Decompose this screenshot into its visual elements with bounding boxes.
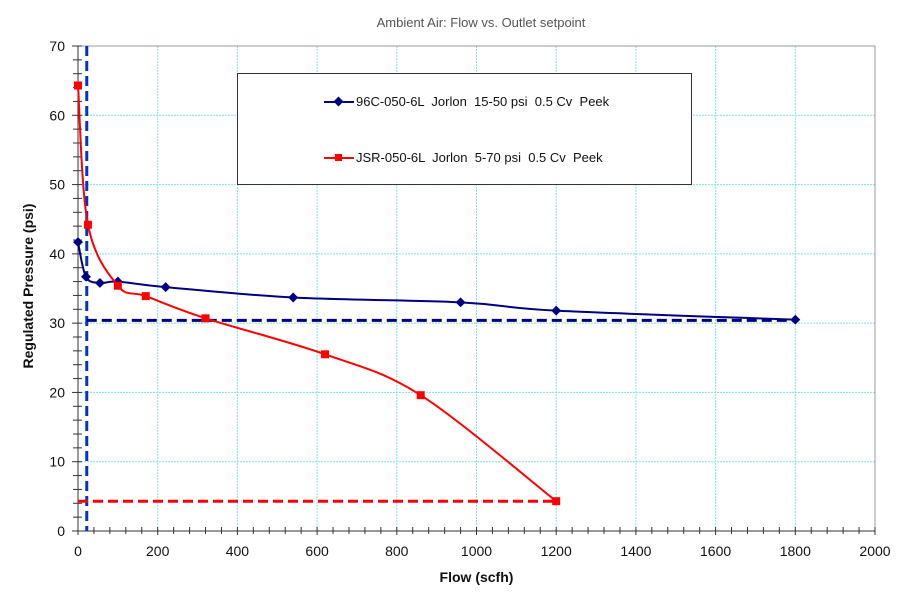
chart-title: Ambient Air: Flow vs. Outlet setpoint [376, 15, 586, 30]
x-axis-label: Flow (scfh) [439, 569, 514, 585]
legend-item-96c: 96C-050-6L Jorlon 15-50 psi 0.5 Cv Peek [324, 94, 609, 109]
y-axis-label: Regulated Pressure (psi) [20, 203, 36, 369]
svg-text:0: 0 [74, 543, 82, 559]
svg-text:1600: 1600 [700, 543, 731, 559]
svg-text:1000: 1000 [461, 543, 492, 559]
svg-text:60: 60 [49, 107, 65, 123]
svg-text:50: 50 [49, 177, 65, 193]
legend-swatch-line [324, 96, 354, 106]
reference-lines [78, 46, 796, 531]
axes: 0 200 400 600 800 1000 1200 1400 1600 1800 2000 0 10… [49, 38, 890, 559]
grid-lines [78, 46, 875, 531]
svg-text:40: 40 [49, 246, 65, 262]
svg-text:2000: 2000 [859, 543, 890, 559]
svg-text:0: 0 [57, 523, 65, 539]
legend: 96C-050-6L Jorlon 15-50 psi 0.5 Cv Peek … [237, 73, 692, 185]
svg-text:400: 400 [226, 543, 250, 559]
legend-swatch-line [324, 153, 354, 161]
svg-text:70: 70 [49, 38, 65, 54]
svg-text:1800: 1800 [780, 543, 811, 559]
data-series [73, 81, 801, 506]
legend-label: JSR-050-6L Jorlon 5-70 psi 0.5 Cv Peek [356, 150, 603, 165]
svg-text:200: 200 [146, 543, 170, 559]
legend-label: 96C-050-6L Jorlon 15-50 psi 0.5 Cv Peek [356, 94, 610, 109]
diamond-marker-icon [333, 96, 344, 106]
svg-text:600: 600 [305, 543, 329, 559]
square-marker-icon [335, 153, 342, 161]
svg-text:1400: 1400 [620, 543, 651, 559]
svg-text:30: 30 [49, 315, 65, 331]
svg-text:10: 10 [49, 454, 65, 470]
svg-text:800: 800 [385, 543, 409, 559]
svg-text:1200: 1200 [541, 543, 572, 559]
legend-item-jsr: JSR-050-6L Jorlon 5-70 psi 0.5 Cv Peek [324, 150, 603, 165]
svg-text:20: 20 [49, 384, 65, 400]
